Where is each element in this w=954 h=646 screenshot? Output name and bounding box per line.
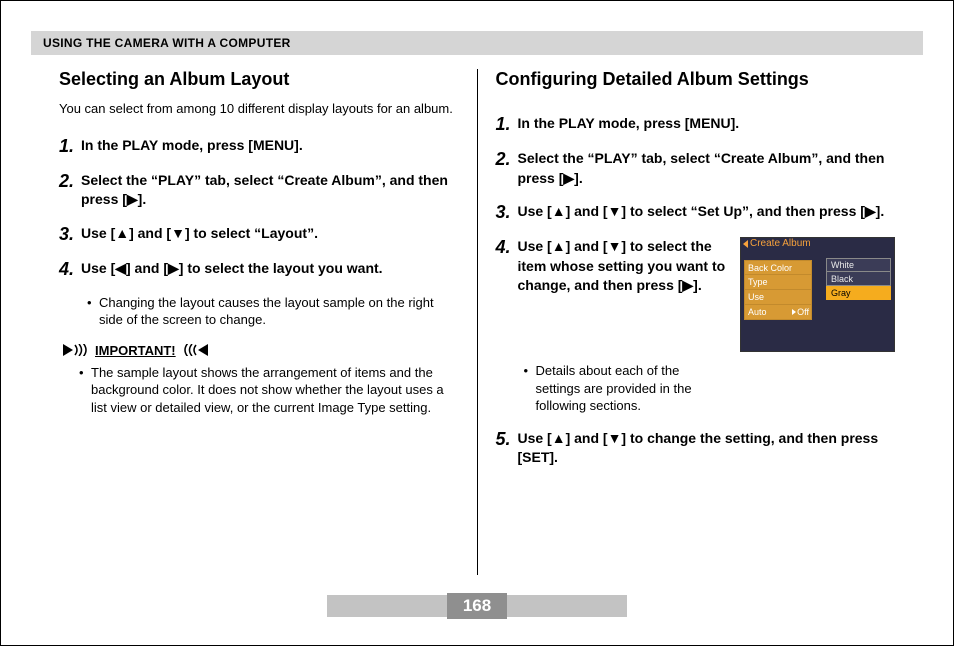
left-title: Selecting an Album Layout [59,69,459,90]
cam-menu-row: Back Color [744,260,812,275]
left-step-4: 4. Use [◀] and [▶] to select the layout … [59,259,459,280]
right-triangle-icon [792,309,796,315]
cam-option: White [826,258,891,272]
cam-menu-row: Auto Off [744,305,812,320]
column-divider [477,69,478,575]
step-text: Use [▲] and [▼] to select the item whose… [517,237,730,352]
right-step-2: 2. Select the “PLAY” tab, select “Create… [495,149,895,188]
left-step4-bullet: • Changing the layout causes the layout … [87,294,459,329]
bullet-text: The sample layout shows the arrangement … [91,364,459,417]
cam-screen-title: Create Album [743,238,811,249]
right-step-1: 1. In the PLAY mode, press [MENU]. [495,114,895,135]
important-right-icon [180,344,208,356]
cam-option-selected: Gray [826,286,891,300]
step-number: 2. [495,149,517,188]
important-label: IMPORTANT! [95,343,176,358]
important-label-row: IMPORTANT! [63,343,459,358]
page-number-bg: 168 [327,595,627,617]
page-number: 168 [447,593,507,619]
left-step-1: 1. In the PLAY mode, press [MENU]. [59,136,459,157]
bullet-text: Details about each of the settings are p… [535,362,723,415]
right-title: Configuring Detailed Album Settings [495,69,895,90]
step-text: Use [▲] and [▼] to change the setting, a… [517,429,895,468]
cam-menu-label: Type [748,277,768,287]
important-bullet: • The sample layout shows the arrangemen… [79,364,459,417]
step-number: 1. [495,114,517,135]
two-column-layout: Selecting an Album Layout You can select… [53,69,901,575]
cam-menu-row: Use [744,290,812,305]
bullet-dot: • [523,362,535,415]
left-intro: You can select from among 10 different d… [59,100,459,118]
bullet-dot: • [87,294,99,329]
cam-menu-label: Back Color [748,263,792,273]
step-text: Select the “PLAY” tab, select “Create Al… [517,149,895,188]
step-number: 3. [495,202,517,223]
step-text: In the PLAY mode, press [MENU]. [517,114,895,135]
step-text: Use [▲] and [▼] to select “Set Up”, and … [517,202,895,223]
camera-menu-screenshot: Create Album Back Color Type Use Auto Off… [740,237,895,352]
step-text: Use [◀] and [▶] to select the layout you… [81,259,459,280]
cam-menu-label: Auto [748,307,767,317]
step-number: 4. [59,259,81,280]
step-number: 3. [59,224,81,245]
cam-left-menu: Back Color Type Use Auto Off [744,260,812,320]
step-number: 5. [495,429,517,468]
left-column: Selecting an Album Layout You can select… [53,69,465,575]
right-column: Configuring Detailed Album Settings 1. I… [489,69,901,575]
section-header-bar: USING THE CAMERA WITH A COMPUTER [31,31,923,55]
page-number-bar: 168 [1,595,953,617]
cam-option: Black [826,272,891,286]
cam-menu-row: Type [744,275,812,290]
section-header-text: USING THE CAMERA WITH A COMPUTER [43,36,291,50]
camera-screen: Create Album Back Color Type Use Auto Off… [740,237,895,352]
bullet-dot: • [79,364,91,417]
right-step-4-row: 4. Use [▲] and [▼] to select the item wh… [495,237,895,352]
right-step4-bullet: • Details about each of the settings are… [523,362,723,415]
cam-menu-label: Use [748,292,764,302]
left-step-3: 3. Use [▲] and [▼] to select “Layout”. [59,224,459,245]
step-text: Use [▲] and [▼] to select “Layout”. [81,224,459,245]
step-text: Select the “PLAY” tab, select “Create Al… [81,171,459,210]
cam-right-options: White Black Gray [826,258,891,300]
step-text: In the PLAY mode, press [MENU]. [81,136,459,157]
cam-menu-value: Off [792,307,811,317]
bullet-text: Changing the layout causes the layout sa… [99,294,459,329]
important-left-icon [63,344,91,356]
step-number: 1. [59,136,81,157]
step-number: 4. [495,237,517,352]
right-step-3: 3. Use [▲] and [▼] to select “Set Up”, a… [495,202,895,223]
left-triangle-icon [743,240,748,248]
manual-page: USING THE CAMERA WITH A COMPUTER Selecti… [0,0,954,646]
cam-title-text: Create Album [750,238,811,249]
step-number: 2. [59,171,81,210]
right-step-5: 5. Use [▲] and [▼] to change the setting… [495,429,895,468]
left-step-2: 2. Select the “PLAY” tab, select “Create… [59,171,459,210]
